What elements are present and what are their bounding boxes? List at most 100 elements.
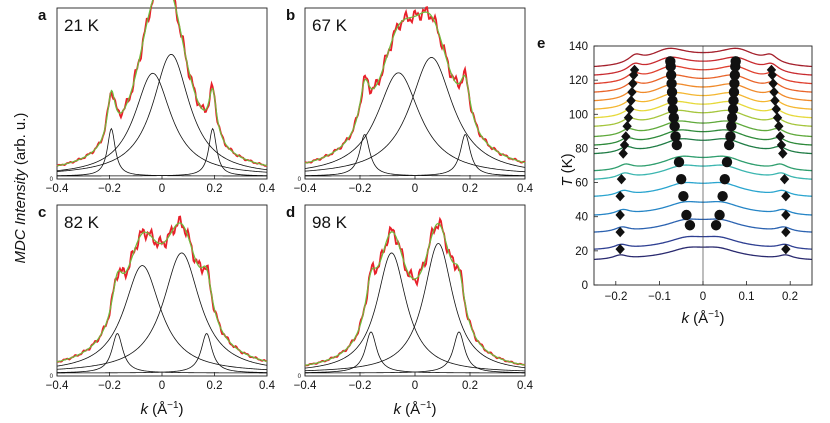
x-tick-label: 0: [159, 183, 165, 195]
x-tick-label: 0.4: [517, 183, 534, 195]
panel-d-temperature: 98 K: [312, 213, 348, 232]
inner-peak-left-marker: [666, 78, 677, 89]
panel-e-letter: e: [537, 35, 545, 52]
panel-e-y-axis: 0 20 40 60 80 100 120 140: [569, 41, 598, 292]
inner-peak-right-marker: [728, 95, 739, 106]
panel-d-curves: [304, 216, 526, 367]
inner-peak-right-marker: [710, 220, 722, 231]
inner-peak-left-marker: [667, 95, 678, 106]
inner-peak-left-marker: [668, 112, 679, 123]
k-unit-close: ): [432, 401, 437, 418]
mdc-fit-total-curve: [304, 11, 526, 164]
x-tick-label: 0: [412, 380, 418, 392]
outer-peak-left-marker: [618, 148, 628, 159]
panel-a-temperature: 21 K: [64, 16, 100, 35]
outer-peak-right-marker: [771, 103, 781, 115]
panel-b-x-axis: −0.4 −0.2 0 0.2 0.4 0: [294, 175, 534, 195]
panel-c-temperature: 82 K: [64, 213, 100, 232]
fit-component-inner-left: [56, 72, 268, 173]
k-unit-close: ): [179, 401, 184, 418]
x-tick-label: 0.2: [462, 380, 478, 392]
outer-peak-left-marker: [625, 103, 635, 115]
inner-peak-right-marker: [727, 103, 739, 115]
inner-peak-left-marker: [673, 156, 685, 168]
x-tick-label: 0: [159, 380, 165, 392]
panel-d: d 98 K −0.4 −0.2 0 0.2 0.4 0 k (Å−1): [286, 204, 534, 418]
x-tick-label: −0.4: [294, 183, 317, 195]
outer-peak-left-marker: [628, 78, 638, 89]
inner-peak-left-marker: [676, 173, 687, 185]
x-tick-label: −0.1: [648, 291, 671, 303]
outer-peak-left-marker: [622, 121, 632, 132]
fit-component-inner-right: [56, 53, 268, 172]
x-tick-label: −0.4: [46, 183, 69, 195]
y-tick-label: 140: [569, 41, 588, 53]
panel-c-x-axis: −0.4 −0.2 0 0.2 0.4 0: [46, 372, 276, 392]
inner-peak-right-marker: [726, 121, 737, 132]
fit-component-inner-right: [56, 252, 268, 370]
y-tick-label: 20: [575, 246, 588, 258]
y-zero-label: 0: [298, 177, 302, 183]
panel-a-fit-components: [56, 53, 268, 177]
inner-peak-left-marker: [684, 220, 696, 231]
panel-e-peak-markers: [615, 56, 791, 255]
k-unit-close: ): [720, 310, 725, 327]
x-tick-label: 0.1: [739, 291, 755, 303]
y-zero-label: 0: [50, 374, 54, 380]
k-symbol: k: [681, 310, 690, 327]
y-tick-label: 0: [582, 280, 588, 292]
y-tick-label: 120: [569, 75, 588, 87]
k-unit: (Å: [401, 401, 420, 418]
y-tick-label: 40: [575, 212, 588, 224]
outer-peak-right-marker: [774, 121, 784, 132]
outer-peak-right-marker: [778, 148, 788, 159]
mdc-data-curve: [56, 215, 268, 363]
mdc-data-curve: [304, 5, 526, 164]
x-tick-label: 0.2: [207, 380, 223, 392]
fit-component-outer-left: [304, 134, 525, 177]
outer-peak-left-marker: [629, 64, 640, 76]
panel-c: c 82 K −0.4 −0.2 0 0.2 0.4 0 k (Å−1): [38, 204, 276, 418]
inner-peak-right-marker: [729, 69, 741, 81]
x-tick-label: 0.2: [782, 291, 798, 303]
panel-a-x-axis: −0.4 −0.2 0 0.2 0.4 0: [46, 175, 276, 195]
inner-peak-right-marker: [714, 209, 725, 221]
shared-y-axis-label: MDC Intensity (arb. u.): [12, 113, 29, 264]
outer-peak-left-marker: [626, 95, 636, 106]
mdc-fit-total-curve: [56, 222, 268, 363]
panel-b-curves: [304, 5, 526, 164]
panel-a-curves: [56, 0, 268, 167]
outer-peak-left-marker: [623, 112, 634, 123]
outer-peak-left-marker: [615, 226, 625, 238]
panel-a-letter: a: [38, 7, 47, 24]
fit-component-inner-left: [304, 252, 526, 372]
inner-peak-right-marker: [719, 173, 730, 185]
y-zero-label: 0: [298, 374, 302, 380]
x-tick-label: 0: [700, 291, 706, 303]
y-tick-label: 100: [569, 109, 588, 121]
panel-d-letter: d: [286, 204, 295, 221]
x-tick-label: −0.2: [605, 291, 628, 303]
inner-peak-right-marker: [729, 78, 740, 89]
k-unit-exponent: −1: [167, 400, 179, 411]
panel-b: b 67 K −0.4 −0.2 0 0.2 0.4 0: [286, 5, 534, 195]
fit-component-inner-right: [304, 243, 526, 372]
outer-peak-right-marker: [775, 131, 785, 142]
x-tick-label: 0.4: [259, 380, 276, 392]
outer-peak-right-marker: [779, 173, 790, 185]
k-unit: (Å: [148, 401, 167, 418]
y-tick-label: 60: [575, 178, 588, 190]
ylabel-unit-part: (arb. u.): [12, 113, 29, 170]
inner-peak-right-marker: [730, 56, 741, 67]
k-unit: (Å: [689, 310, 708, 327]
outer-peak-right-marker: [768, 78, 778, 89]
fit-component-inner-left: [304, 72, 526, 173]
x-tick-label: −0.2: [349, 380, 372, 392]
mdc-data-curve: [56, 0, 268, 167]
outer-peak-left-marker: [615, 209, 625, 221]
mdc-fit-total-curve: [56, 0, 268, 167]
y-tick-label: 80: [575, 143, 588, 155]
inner-peak-right-marker: [723, 139, 735, 151]
inner-peak-left-marker: [681, 209, 692, 221]
